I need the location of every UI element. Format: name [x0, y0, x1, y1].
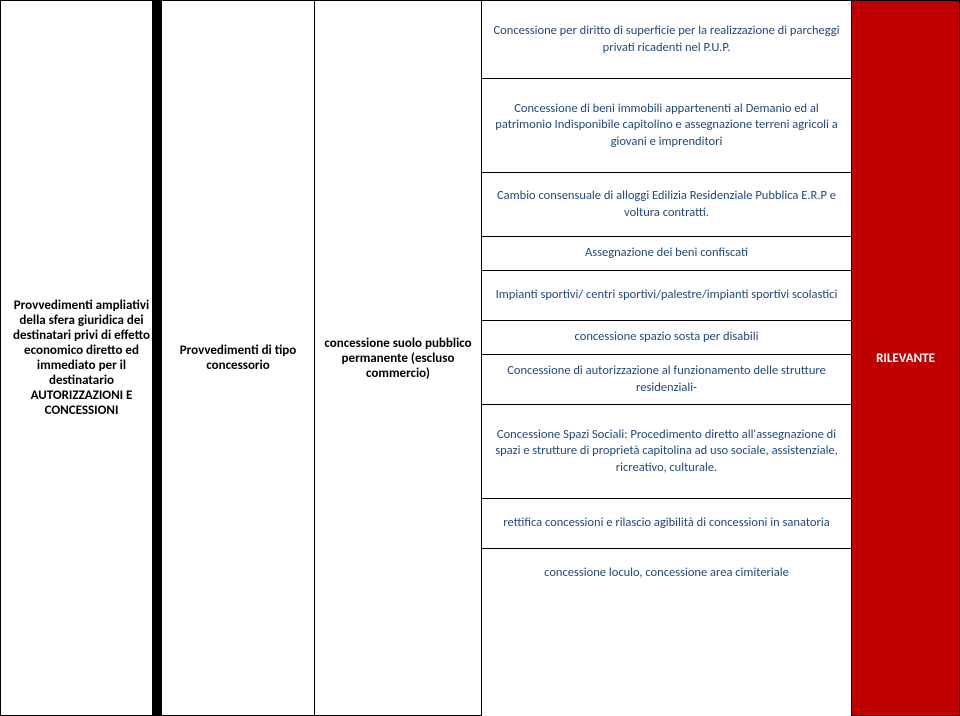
- cell-9: concessione loculo, concessione area cim…: [482, 548, 852, 598]
- cell-3: Assegnazione dei beni confiscati: [482, 236, 852, 270]
- cell-8-text: rettifica concessioni e rilascio agibili…: [503, 515, 829, 531]
- cell-7: Concessione Spazi Sociali: Procedimento …: [482, 404, 852, 498]
- col5-label: RILEVANTE: [876, 351, 935, 366]
- cell-1-text: Concessione di beni immobili appartenent…: [490, 101, 843, 150]
- cell-9-text: concessione loculo, concessione area cim…: [544, 565, 789, 581]
- cell-5: concessione spazio sosta per disabili: [482, 320, 852, 354]
- cell-3-text: Assegnazione dei beni confiscati: [585, 245, 748, 261]
- cell-5-text: concessione spazio sosta per disabili: [575, 329, 759, 345]
- cell-4-text: Impianti sportivi/ centri sportivi/pales…: [496, 287, 838, 303]
- col2-label: Provvedimenti di tipo concessorio: [170, 343, 306, 373]
- col3-label: concessione suolo pubblico permanente (e…: [323, 336, 473, 381]
- col1-label: Provvedimenti ampliativi della sfera giu…: [9, 298, 154, 418]
- cell-7-text: Concessione Spazi Sociali: Procedimento …: [490, 427, 843, 476]
- cell-6-text: Concessione di autorizzazione al funzion…: [490, 363, 843, 396]
- cell-2-text: Cambio consensuale di alloggi Edilizia R…: [490, 188, 843, 221]
- col3-subject: concessione suolo pubblico permanente (e…: [314, 0, 482, 716]
- cell-2: Cambio consensuale di alloggi Edilizia R…: [482, 172, 852, 236]
- col5-relevance: RILEVANTE: [852, 0, 960, 716]
- cell-4: Impianti sportivi/ centri sportivi/pales…: [482, 270, 852, 320]
- col4-items: Concessione per diritto di superficie pe…: [482, 0, 852, 716]
- cell-0-text: Concessione per diritto di superficie pe…: [490, 23, 843, 56]
- col1-divider-stripe: [152, 1, 162, 715]
- document-table: Provvedimenti ampliativi della sfera giu…: [0, 0, 960, 716]
- cell-8: rettifica concessioni e rilascio agibili…: [482, 498, 852, 548]
- col2-type: Provvedimenti di tipo concessorio: [162, 0, 314, 716]
- cell-0: Concessione per diritto di superficie pe…: [482, 0, 852, 78]
- cell-6: Concessione di autorizzazione al funzion…: [482, 354, 852, 404]
- col1-category: Provvedimenti ampliativi della sfera giu…: [0, 0, 162, 716]
- col4-trailing-gap: [482, 598, 852, 716]
- cell-1: Concessione di beni immobili appartenent…: [482, 78, 852, 172]
